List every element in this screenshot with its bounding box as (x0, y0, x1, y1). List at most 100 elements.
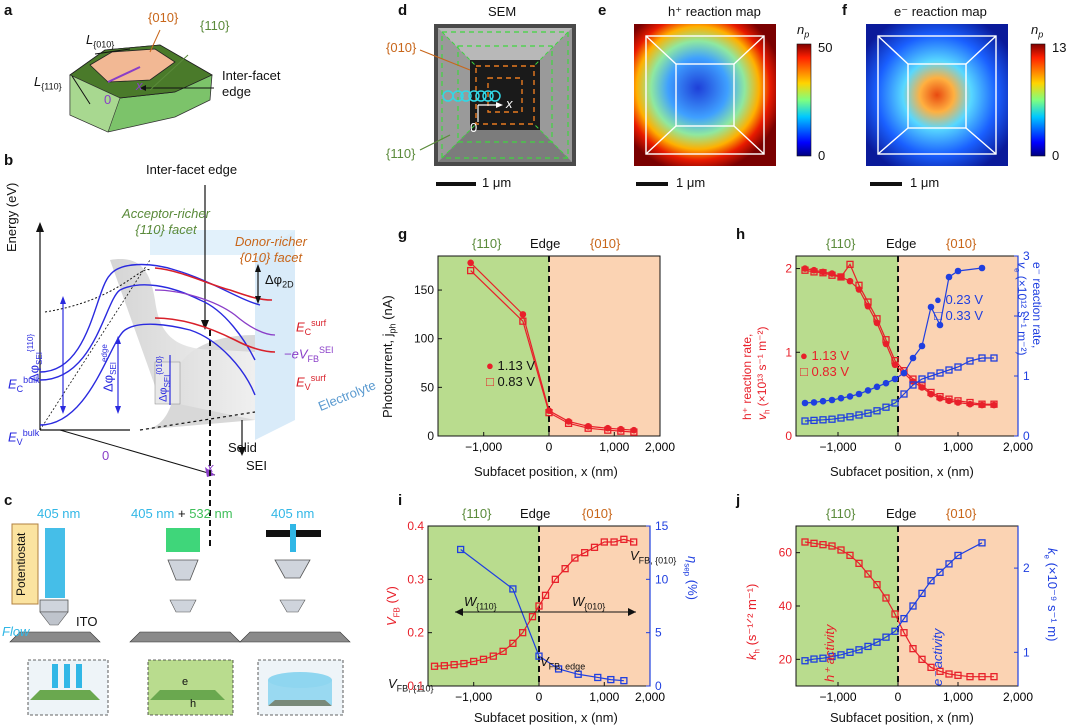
h-point (909, 381, 917, 389)
h-point (945, 273, 953, 281)
acceptor-label: Acceptor-richer {110} facet (122, 206, 210, 237)
j-point (864, 570, 872, 578)
l110-label: L{110} (34, 74, 62, 92)
i-bg-010 (539, 526, 650, 686)
solid-label: Solid (228, 440, 257, 455)
g-xtick-label: −1,000 (465, 440, 502, 454)
energy-axis-label: Energy (eV) (4, 182, 19, 252)
j-xtick-label: −1,000 (819, 690, 856, 704)
i-ytick-label: 0.2 (407, 626, 424, 640)
i-point (519, 629, 527, 637)
chart-i: −1,000 0 1,000 2,000 0.1 0.2 0.3 0.4 0 5 10 15 (407, 519, 668, 704)
j-f010: {010} (946, 506, 977, 521)
g-point (467, 259, 474, 267)
j-point (945, 560, 953, 568)
donor-label: Donor-richer {010} facet (234, 234, 307, 265)
h-xlabel: Subfacet position, x (nm) (830, 464, 974, 479)
h-xtick-label: 0 (895, 440, 902, 454)
i-vfb110: VFB, {110} (388, 676, 434, 694)
h-point (873, 315, 881, 323)
j-f110: {110} (826, 506, 856, 521)
zero-label-b: 0 (102, 448, 110, 463)
h-point (882, 336, 890, 344)
j-point (909, 602, 917, 610)
ito-label: ITO (76, 614, 98, 629)
j-point (891, 627, 899, 635)
g-bg-010 (549, 256, 660, 436)
h-point (927, 372, 935, 380)
i-rtick-label: 10 (655, 572, 669, 586)
f-title: e⁻ reaction map (894, 4, 987, 19)
j-xlabel: Subfacet position, x (nm) (830, 710, 974, 725)
j-point (810, 539, 818, 547)
wavelength-2: 405 nm + 532 nm (131, 506, 233, 521)
j-point (837, 651, 845, 659)
j-hact: h⁺ activity (822, 624, 837, 682)
chart-g: −1,000 0 1,000 2,000 0 50 100 150 (414, 255, 675, 454)
i-point (535, 602, 543, 610)
h-point (819, 416, 827, 424)
j-xtick-label: 2,000 (1003, 690, 1033, 704)
i-w110: W{110} (464, 594, 497, 612)
f-cbar-label: np (1031, 22, 1044, 40)
j-xtick-label: 1,000 (943, 690, 973, 704)
j-point (837, 546, 845, 554)
h-point (801, 417, 809, 425)
panel-c-letter: c (4, 492, 13, 509)
h-legend-1: ● 1.13 V (800, 348, 850, 363)
i-rtick-label: 5 (655, 626, 662, 640)
g-ytick-label: 0 (427, 429, 434, 443)
h-point (828, 396, 836, 404)
i-point (600, 538, 608, 546)
i-xtick-label: 0 (536, 690, 543, 704)
h-point (891, 399, 899, 407)
j-point (927, 577, 935, 585)
i-point (607, 675, 615, 684)
e-scale-label: 1 μm (676, 175, 706, 190)
g-point (519, 311, 527, 318)
g-bg-110 (438, 256, 549, 436)
j-point (936, 667, 944, 675)
i-rtick-label: 0 (655, 679, 662, 693)
j-point (855, 559, 863, 567)
i-arrowhead-left (455, 608, 463, 616)
h-point (801, 399, 809, 407)
h-point (891, 375, 899, 383)
i-w010: W{010} (572, 594, 606, 612)
j-point (978, 673, 986, 681)
panel-a-crystal (69, 29, 214, 133)
h-point (978, 400, 986, 408)
panel-b-diagram (36, 185, 295, 550)
i-xtick-label: 1,000 (589, 690, 619, 704)
h-point (954, 363, 962, 371)
i-rtick-label: 15 (655, 519, 669, 533)
j-point (873, 581, 881, 589)
vfb-label-b: −eVFBSEI (284, 345, 334, 364)
g-edge: Edge (530, 236, 561, 251)
j-rtick-label: 2 (1023, 561, 1030, 575)
i-xtick-label: 2,000 (635, 690, 665, 704)
i-point (509, 639, 517, 647)
l010-label: L{010} (86, 32, 115, 50)
h-point (918, 375, 926, 383)
e-cbar-min: 0 (818, 148, 826, 163)
d-scale-label: 1 μm (482, 175, 512, 190)
ev-surf-label: EVsurf (296, 373, 326, 392)
g-point (564, 419, 573, 428)
h-ytick-label: 2 (785, 262, 792, 276)
ec-surf-label: ECsurf (296, 318, 327, 337)
g-xtick-label: 1,000 (599, 440, 629, 454)
h-point (864, 298, 872, 306)
h-point (990, 354, 998, 362)
i-point (460, 659, 468, 668)
e-cbar-max: 50 (818, 40, 833, 55)
h-point (954, 267, 962, 275)
i-vfb010: VFB, {010} (630, 548, 677, 566)
wavelength-3: 405 nm (271, 506, 315, 521)
g-point (617, 427, 625, 435)
i-xtick-label: −1,000 (455, 690, 492, 704)
g-xtick-label: 2,000 (645, 440, 675, 454)
j-point (978, 539, 986, 547)
i-yrlabel: ηsep (%) (682, 556, 700, 600)
panel-c-setup (9, 523, 351, 716)
